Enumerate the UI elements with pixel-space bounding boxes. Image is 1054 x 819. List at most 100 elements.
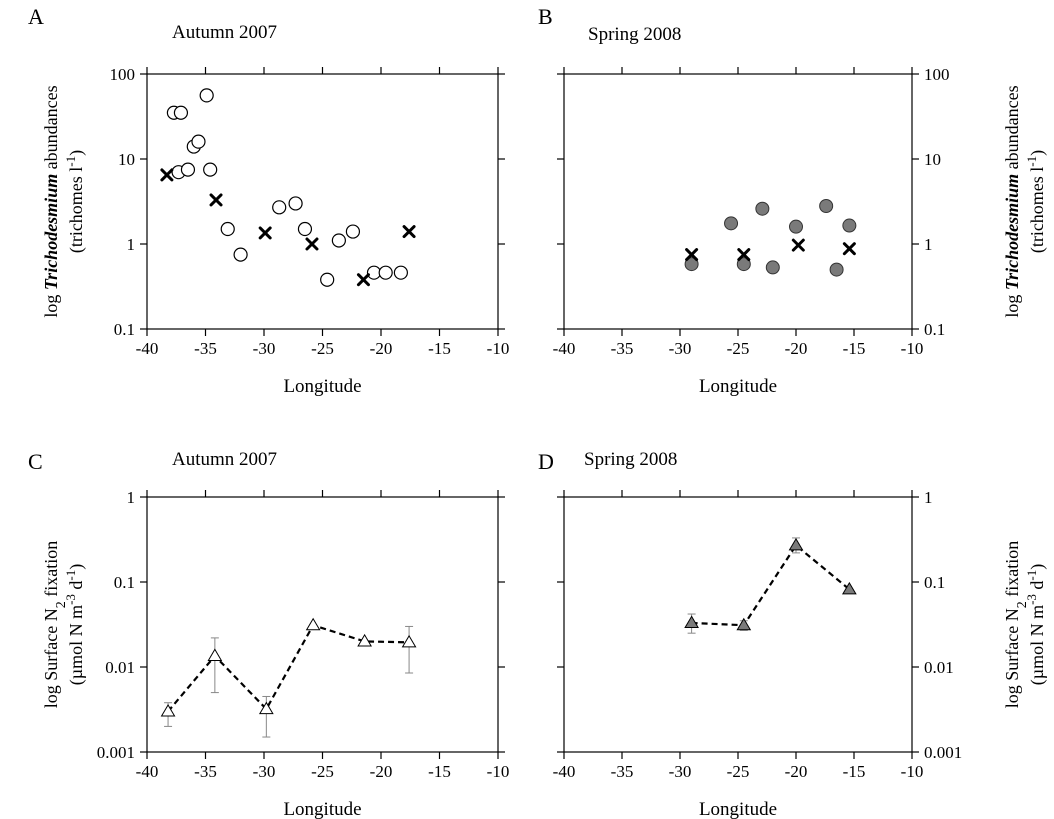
data-point-x <box>160 168 174 182</box>
x-tick-label: -10 <box>901 762 924 781</box>
x-tick-label: -20 <box>785 339 808 358</box>
y-axis-label: log Trichodesmium abundances <box>1002 85 1022 317</box>
y-axis-label: log Surface N2 fixation <box>1002 541 1030 708</box>
data-point-triangle <box>357 633 372 647</box>
x-tick-label: -30 <box>253 762 276 781</box>
data-point-x <box>791 238 805 252</box>
data-point-triangle <box>684 615 699 628</box>
y-tick-label: 1 <box>127 488 136 507</box>
y-tick-label: 100 <box>924 65 950 84</box>
data-point-triangle <box>160 703 176 717</box>
x-axis-label: Longitude <box>699 799 777 819</box>
panel-b: B Spring 2008 -40 -35 -30 -25 -20 -15 -10 Longitu… <box>538 4 1048 397</box>
data-point-triangle <box>207 648 223 661</box>
data-point <box>755 201 770 216</box>
x-tick-label: -10 <box>901 339 924 358</box>
x-tick-label: -40 <box>136 339 159 358</box>
data-point <box>173 105 189 120</box>
x-tick-label: -35 <box>611 339 634 358</box>
x-tick-label: -20 <box>785 762 808 781</box>
panel-title: Autumn 2007 <box>172 22 277 43</box>
x-tick-label: -15 <box>428 762 451 781</box>
data-point <box>736 257 751 272</box>
panel-c: C Autumn 2007 -40 -35 -30 -25 -20 -15 -10 Longitu… <box>28 449 509 819</box>
x-tick-label: -40 <box>553 762 576 781</box>
panel-letter: D <box>538 449 554 474</box>
y-tick-label: 10 <box>924 150 941 169</box>
x-tick-label: -25 <box>727 339 750 358</box>
data-point <box>288 196 303 211</box>
panel-title: Autumn 2007 <box>172 449 277 470</box>
data-point-x <box>209 193 223 207</box>
y-tick-label: 0.1 <box>114 573 135 592</box>
data-point <box>819 198 834 213</box>
data-point <box>220 221 235 237</box>
x-tick-label: -40 <box>553 339 576 358</box>
plot-frame <box>563 496 913 753</box>
data-point-x <box>737 248 751 262</box>
y-tick-label: 1 <box>924 235 933 254</box>
y-tick-label: 0.1 <box>924 320 945 339</box>
x-tick-label: -25 <box>311 762 334 781</box>
data-point-x <box>356 273 370 287</box>
y-tick-label: 0.001 <box>924 743 962 762</box>
series-line <box>691 543 851 627</box>
data-point-x <box>305 237 319 251</box>
data-point-triangle <box>841 581 857 595</box>
data-point <box>765 260 780 275</box>
data-point <box>366 265 382 280</box>
plot-frame <box>563 73 913 330</box>
data-point <box>724 216 739 231</box>
x-axis-label: Longitude <box>283 376 361 397</box>
y-axis-label-units: (trichomes l-1) <box>63 150 88 253</box>
data-point <box>393 265 408 280</box>
x-tick-label: -15 <box>428 339 451 358</box>
panel-title: Spring 2008 <box>584 449 677 470</box>
data-point <box>203 162 218 177</box>
y-axis-label: log Trichodesmium abundances <box>41 85 61 317</box>
data-point <box>789 219 803 234</box>
data-point-triangle <box>736 617 752 631</box>
y-tick-label: 1 <box>924 488 933 507</box>
data-point <box>297 221 313 237</box>
data-point <box>180 162 196 177</box>
data-point <box>345 224 361 239</box>
x-tick-label: -15 <box>843 762 866 781</box>
x-tick-label: -40 <box>136 762 159 781</box>
y-axis-label: log Surface N2 fixation <box>41 541 69 708</box>
y-axis-label-units: (trichomes l-1) <box>1024 150 1049 253</box>
x-axis-label: Longitude <box>283 799 361 819</box>
x-axis-label: Longitude <box>699 376 777 397</box>
y-tick-label: 0.1 <box>114 320 135 339</box>
data-point-x <box>402 225 416 239</box>
data-point <box>829 262 844 277</box>
data-point <box>842 218 857 233</box>
plot-frame <box>146 73 499 330</box>
data-point <box>684 257 699 272</box>
panel-letter: B <box>538 4 553 29</box>
y-tick-label: 10 <box>118 150 135 169</box>
data-point <box>320 272 335 287</box>
data-point <box>199 88 214 103</box>
x-tick-label: -10 <box>487 339 510 358</box>
x-tick-label: -20 <box>370 339 393 358</box>
data-point-triangle <box>258 701 274 715</box>
data-point-x <box>685 248 699 262</box>
y-axis-label-units: (µmol N m-3 d-1) <box>1024 564 1049 686</box>
panel-letter: A <box>28 4 44 29</box>
y-tick-label: 0.1 <box>924 573 945 592</box>
plot-frame <box>146 496 499 753</box>
x-tick-label: -30 <box>669 339 692 358</box>
panel-letter: C <box>28 449 43 474</box>
y-tick-label: 0.01 <box>924 658 954 677</box>
x-tick-label: -35 <box>194 339 217 358</box>
panel-d: D Spring 2008 -40 -35 -30 -25 -20 -15 -10 Longitu… <box>538 449 1048 819</box>
panel-a: A Autumn 2007 -40 -35 -30 -25 -20 -15 -10 Longitu… <box>28 4 509 397</box>
data-point <box>331 233 346 248</box>
x-tick-label: -35 <box>611 762 634 781</box>
x-tick-label: -10 <box>487 762 510 781</box>
x-tick-label: -30 <box>253 339 276 358</box>
x-tick-label: -25 <box>311 339 334 358</box>
y-axis-label-units: (µmol N m-3 d-1) <box>63 564 88 686</box>
